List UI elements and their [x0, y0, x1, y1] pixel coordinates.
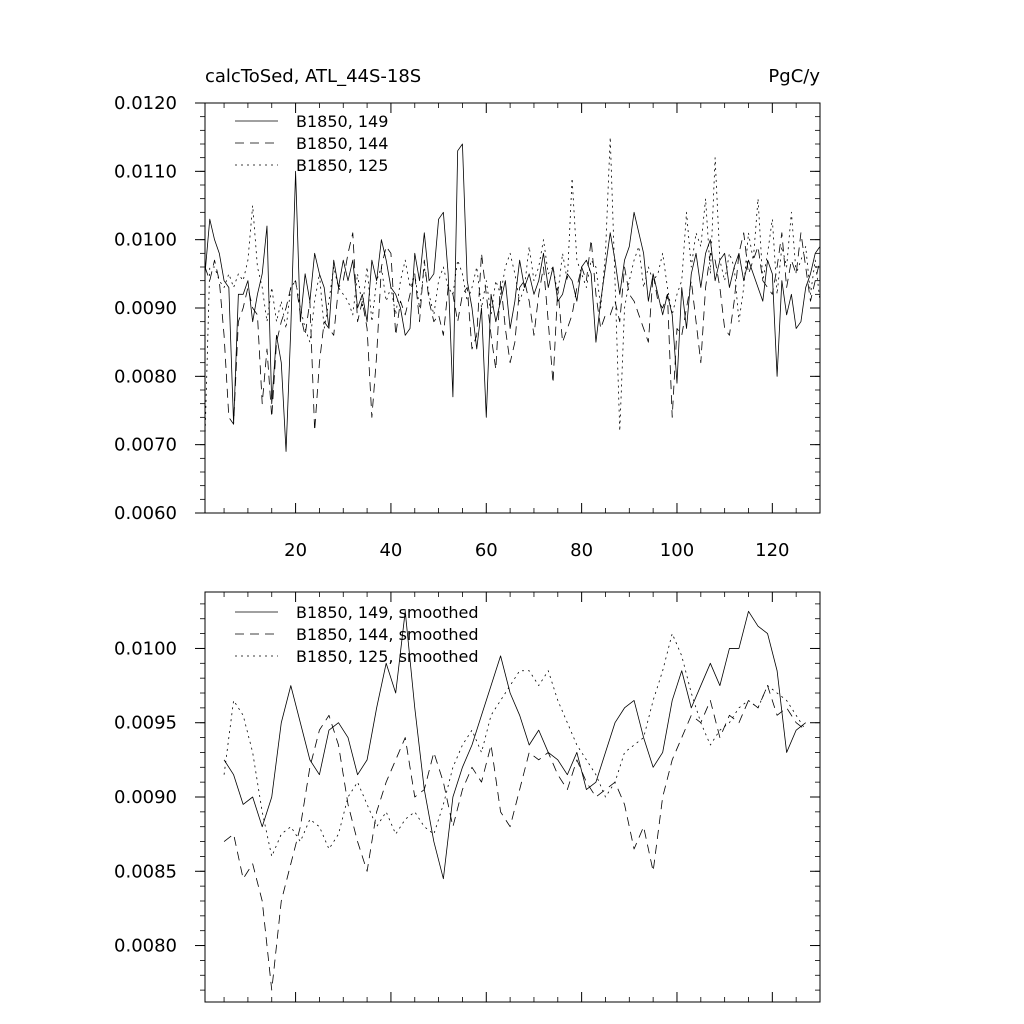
y-tick-label: 0.0080 [114, 936, 177, 957]
series-line-b1850-149 [204, 143, 821, 452]
y-tick-label: 0.0100 [114, 638, 177, 659]
y-tick-label: 0.0085 [114, 861, 177, 882]
y-tick-label: 0.0100 [114, 230, 177, 251]
y-tick-label: 0.0080 [114, 366, 177, 387]
x-tick-label: 120 [755, 540, 789, 561]
series-line-b1850-125 [204, 136, 821, 438]
legend-label-149: B1850, 149 [296, 112, 388, 131]
x-tick-label: 40 [379, 540, 402, 561]
panel-raw: calcToSed, ATL_44S-18S PgC/y 20 40 60 80 100… [114, 66, 821, 561]
series-line-b1850-125-smoothed [223, 633, 807, 857]
y-tick-label: 0.0110 [114, 161, 177, 182]
series-group [204, 136, 821, 452]
x-tick-label: 80 [570, 540, 593, 561]
x-tick-label: 100 [660, 540, 694, 561]
y-tick-label: 0.0060 [114, 503, 177, 524]
legend-label-125-smoothed: B1850, 125, smoothed [296, 647, 479, 666]
y-tick-label: 0.0090 [114, 298, 177, 319]
chart-title: calcToSed, ATL_44S-18S [205, 66, 421, 87]
series-line-b1850-144 [204, 232, 821, 432]
legend: B1850, 149, smoothed B1850, 144, smoothe… [235, 603, 479, 666]
legend-label-149-smoothed: B1850, 149, smoothed [296, 603, 479, 622]
panel-smoothed: 0.0080 0.0085 0.0090 0.0095 0.0100 B1850, 14… [114, 591, 821, 1003]
series-line-b1850-149-smoothed [223, 610, 806, 880]
series-line-b1850-144-smoothed [223, 685, 806, 991]
y-tick-label: 0.0095 [114, 713, 177, 734]
y-tick-label: 0.0090 [114, 787, 177, 808]
tick-group: 20 40 60 80 100 120 0.0060 0.0070 0.0080 0.0090 0.… [114, 93, 820, 561]
tick-group: 0.0080 0.0085 0.0090 0.0095 0.0100 [114, 592, 820, 1002]
legend: B1850, 149 B1850, 144 B1850, 125 [235, 112, 388, 175]
series-group [223, 610, 807, 991]
legend-label-144: B1850, 144 [296, 134, 388, 153]
legend-label-144-smoothed: B1850, 144, smoothed [296, 625, 479, 644]
x-tick-label: 60 [475, 540, 498, 561]
units-label: PgC/y [768, 66, 820, 87]
legend-label-125: B1850, 125 [296, 156, 388, 175]
y-tick-label: 0.0120 [114, 93, 177, 114]
x-tick-label: 20 [284, 540, 307, 561]
y-tick-label: 0.0070 [114, 435, 177, 456]
